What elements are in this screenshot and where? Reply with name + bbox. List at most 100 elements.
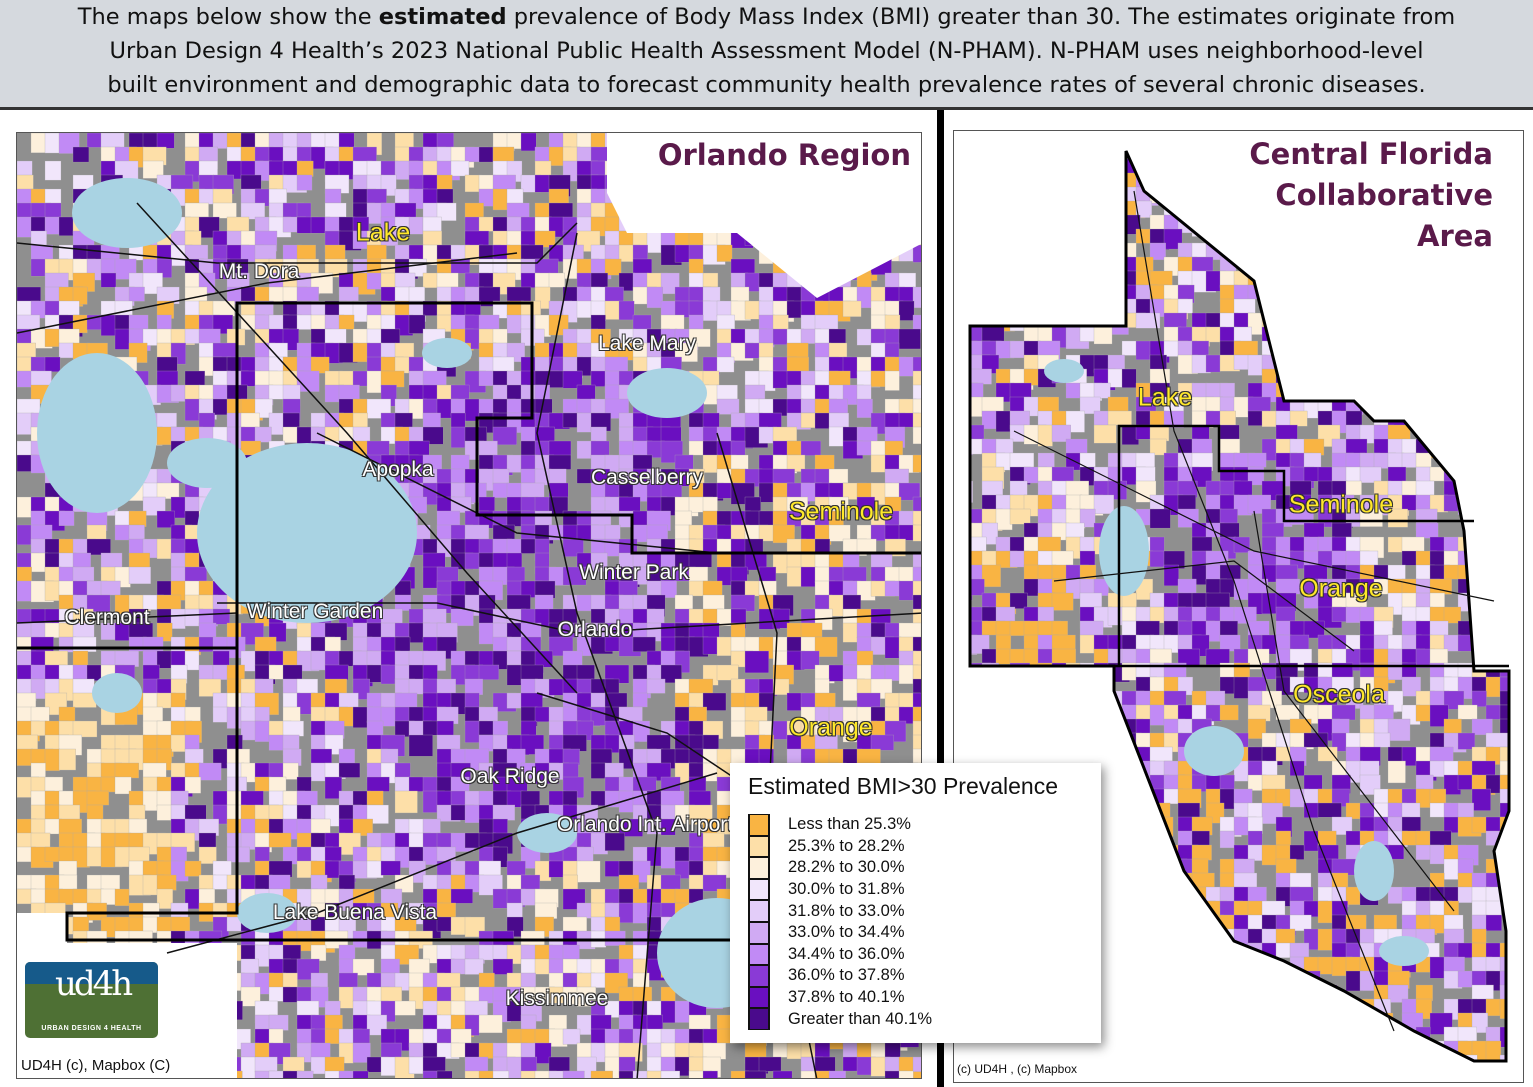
tract xyxy=(618,902,636,924)
tract xyxy=(184,328,200,344)
tract xyxy=(590,272,608,289)
tract xyxy=(1485,298,1509,318)
tract xyxy=(1009,718,1031,735)
tract xyxy=(1331,270,1355,288)
tract xyxy=(1233,998,1252,1015)
tract xyxy=(1345,466,1362,483)
tract xyxy=(716,356,735,373)
tract xyxy=(954,215,969,230)
tract xyxy=(1471,480,1491,497)
tract xyxy=(912,454,921,473)
tract xyxy=(1387,256,1412,277)
tract xyxy=(1233,956,1258,976)
tract xyxy=(1149,942,1174,964)
tract xyxy=(198,832,217,848)
tract xyxy=(380,328,401,344)
tract xyxy=(1275,872,1293,889)
tract xyxy=(1443,942,1460,959)
lake xyxy=(422,338,472,368)
tract xyxy=(1471,578,1492,597)
tract xyxy=(506,790,524,808)
tract xyxy=(1107,354,1125,370)
tract xyxy=(1135,858,1158,878)
tract xyxy=(786,566,804,587)
tract xyxy=(296,790,318,806)
tract xyxy=(1457,312,1477,331)
tract xyxy=(1121,970,1144,990)
tract xyxy=(198,762,222,781)
tract xyxy=(1219,998,1238,1019)
tract xyxy=(44,650,68,668)
tract xyxy=(1514,677,1524,697)
tract xyxy=(1345,312,1362,332)
tract xyxy=(1135,158,1151,175)
tract xyxy=(1023,214,1047,236)
tract xyxy=(1149,424,1170,442)
tract xyxy=(1303,984,1319,1001)
tract xyxy=(1191,984,1212,1000)
tract xyxy=(1149,970,1165,993)
tract xyxy=(842,622,860,643)
tract xyxy=(492,328,508,345)
tract xyxy=(366,174,384,190)
tract xyxy=(296,1070,314,1078)
tract xyxy=(1177,200,1201,220)
tract xyxy=(1317,746,1338,762)
tract xyxy=(1499,214,1509,230)
tract xyxy=(970,676,972,698)
tract xyxy=(954,467,968,486)
tract xyxy=(1514,621,1524,640)
tract xyxy=(1303,998,1320,1015)
tract xyxy=(128,286,145,302)
tract xyxy=(1373,284,1395,304)
tract xyxy=(1331,718,1350,736)
tract xyxy=(1415,522,1439,539)
tract xyxy=(1121,1012,1137,1034)
tract xyxy=(744,496,761,512)
tract xyxy=(1289,298,1307,317)
county-label: Lake xyxy=(355,218,411,247)
tract xyxy=(268,734,284,751)
tract xyxy=(1514,831,1524,850)
tract xyxy=(1514,299,1524,319)
tract xyxy=(1093,298,1113,315)
tract xyxy=(1471,284,1490,300)
tract xyxy=(1219,158,1244,174)
tract xyxy=(1233,326,1252,342)
tract xyxy=(520,538,537,554)
tract xyxy=(1471,298,1496,316)
tract xyxy=(1149,830,1171,846)
tract xyxy=(1443,340,1468,357)
tract xyxy=(1514,145,1524,166)
tract xyxy=(1191,998,1207,1019)
tract xyxy=(1163,690,1187,707)
tract xyxy=(1135,340,1152,360)
tract xyxy=(1331,368,1355,390)
tract xyxy=(520,133,537,152)
tract xyxy=(1429,424,1448,440)
tract xyxy=(1247,452,1267,468)
tract xyxy=(1317,284,1342,307)
tract xyxy=(506,860,526,878)
tract xyxy=(1359,970,1375,991)
tract xyxy=(1485,368,1507,385)
tract xyxy=(1359,368,1384,390)
tract xyxy=(1429,354,1448,372)
tract xyxy=(184,734,200,751)
tract xyxy=(1471,410,1489,429)
tract xyxy=(1345,536,1362,554)
tract xyxy=(156,133,175,149)
tract xyxy=(970,256,991,273)
place-label: Orlando Int. Airport xyxy=(556,813,734,836)
tract xyxy=(1331,298,1352,314)
tract xyxy=(1107,186,1128,208)
tract xyxy=(688,440,704,456)
tract xyxy=(86,790,110,806)
tract xyxy=(1051,256,1068,279)
tract xyxy=(184,202,209,218)
tract xyxy=(1009,200,1028,216)
tract xyxy=(1079,704,1095,725)
tract xyxy=(1121,368,1137,388)
tract xyxy=(856,524,872,541)
tract xyxy=(1261,522,1285,538)
